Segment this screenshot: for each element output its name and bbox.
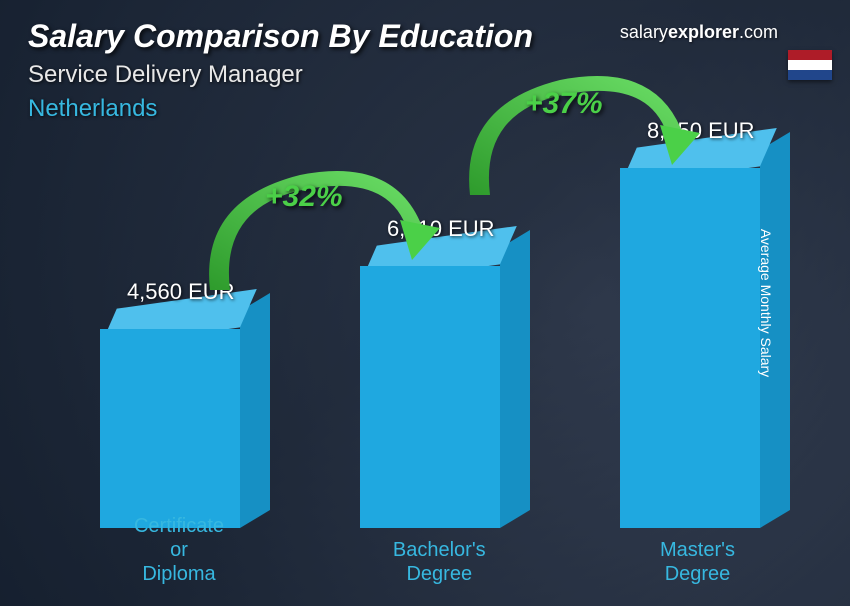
arrow-label: +37% xyxy=(525,87,603,121)
increase-arrow-0: +32% xyxy=(190,160,450,300)
flag-stripe-2 xyxy=(788,60,832,70)
bar-label: Master's Degree xyxy=(660,538,735,586)
chart-country: Netherlands xyxy=(28,95,533,123)
brand-part2: explorer xyxy=(668,22,739,42)
chart-header: Salary Comparison By Education Service D… xyxy=(28,18,533,123)
brand-suffix: .com xyxy=(739,22,778,42)
bar-side xyxy=(240,293,270,528)
bar-front xyxy=(620,168,760,528)
flag-stripe-1 xyxy=(788,50,832,60)
bar-side xyxy=(500,230,530,528)
bar-2: 8,250 EURMaster's Degree xyxy=(620,168,760,528)
y-axis-label: Average Monthly Salary xyxy=(758,229,774,377)
flag-stripe-3 xyxy=(788,70,832,80)
flag-icon xyxy=(788,50,832,80)
brand-part1: salary xyxy=(620,22,668,42)
chart-title: Salary Comparison By Education xyxy=(28,18,533,55)
bar-front xyxy=(360,266,500,528)
chart-subtitle: Service Delivery Manager xyxy=(28,61,533,89)
bar-label: Certificate or Diploma xyxy=(134,514,224,586)
bar-1: 6,010 EURBachelor's Degree xyxy=(360,266,500,528)
brand-logo: salaryexplorer.com xyxy=(620,22,778,43)
arrow-label: +32% xyxy=(265,180,343,214)
bar-label: Bachelor's Degree xyxy=(393,538,486,586)
bar-0: 4,560 EURCertificate or Diploma xyxy=(100,329,240,528)
bar-front xyxy=(100,329,240,528)
